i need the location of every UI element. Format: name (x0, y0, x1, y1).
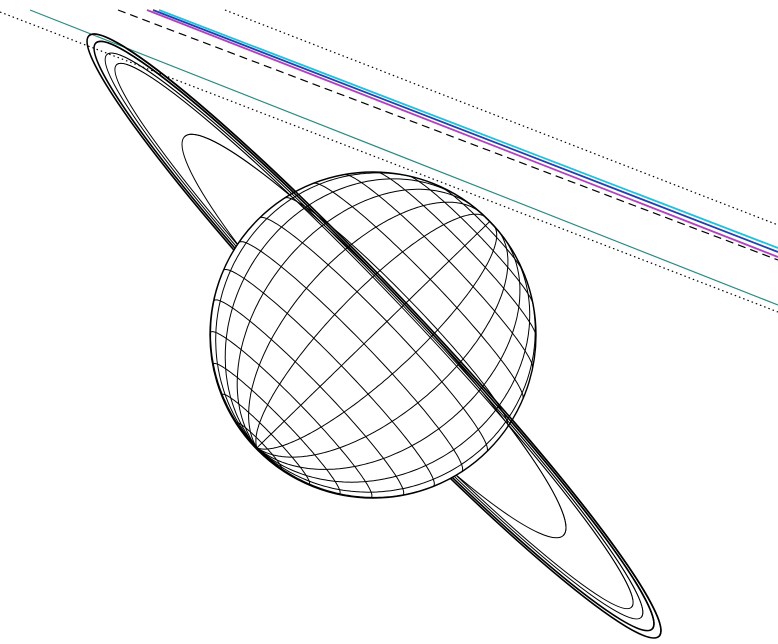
purple-line (146, 9, 778, 258)
grid-line (215, 172, 434, 449)
grid-line (256, 225, 498, 450)
grid-line (255, 213, 487, 448)
planet-grid (209, 171, 537, 499)
cyan-line (158, 9, 778, 249)
grid-line (248, 201, 483, 449)
blue-line (152, 9, 778, 253)
grid-line (256, 248, 531, 483)
grid-line (236, 188, 476, 449)
grid-line (256, 220, 491, 449)
grid-line (256, 278, 536, 493)
guide-lines (0, 9, 778, 313)
grid-line (210, 219, 258, 449)
grid-line (256, 447, 487, 498)
grid-line (256, 236, 521, 470)
teal-line (29, 9, 778, 306)
dashed-line (117, 9, 778, 261)
grid-line (224, 178, 464, 449)
grid-line (256, 229, 509, 458)
